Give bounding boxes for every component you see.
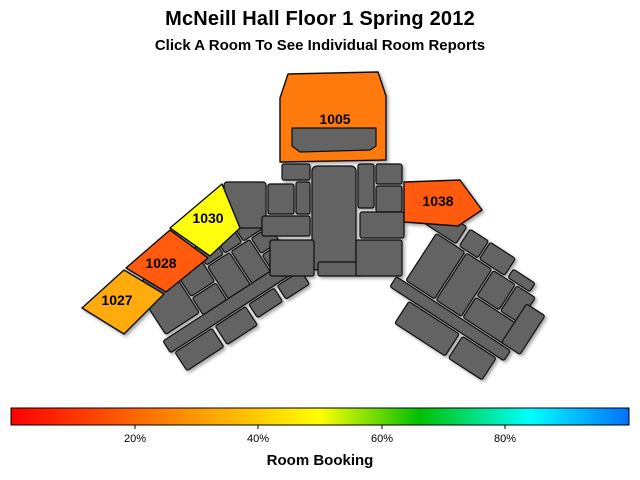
room-label-1005: 1005 bbox=[319, 111, 350, 127]
legend-tick-20: 20% bbox=[124, 433, 146, 445]
page-subtitle: Click A Room To See Individual Room Repo… bbox=[154, 37, 486, 54]
room-1028[interactable] bbox=[125, 229, 209, 293]
legend-tick-80: 80% bbox=[494, 433, 516, 445]
room-label-1028: 1028 bbox=[145, 255, 176, 271]
legend-ticks bbox=[134, 425, 506, 429]
room-1030[interactable] bbox=[169, 183, 241, 257]
room-1005-inner bbox=[291, 127, 377, 153]
room-label-1038: 1038 bbox=[422, 193, 453, 209]
page-title: McNeill Hall Floor 1 Spring 2012 bbox=[165, 8, 475, 30]
room-1038[interactable] bbox=[403, 179, 483, 227]
building-shell bbox=[81, 71, 545, 380]
legend-tick-40: 40% bbox=[247, 433, 269, 445]
legend-tick-60: 60% bbox=[371, 433, 393, 445]
room-1027[interactable] bbox=[81, 269, 165, 335]
room-label-1027: 1027 bbox=[101, 292, 132, 308]
room-label-1030: 1030 bbox=[192, 210, 223, 226]
legend-color-bar bbox=[10, 407, 630, 426]
legend-title: Room Booking bbox=[266, 452, 374, 469]
